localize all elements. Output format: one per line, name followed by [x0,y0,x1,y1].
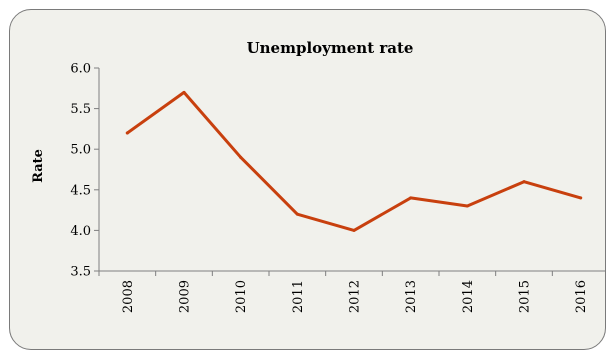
data-point-2010 [239,155,243,159]
x-tick-label: 2014 [461,280,476,313]
data-point-2012 [352,228,356,232]
x-tick-label: 2013 [404,280,419,313]
x-tick-label: 2009 [178,280,193,313]
data-point-2016 [579,196,583,200]
x-tick-label: 2011 [291,280,306,313]
x-tick-label: 2015 [518,280,533,313]
y-tick-label: 5.5 [70,102,91,117]
x-tick-label: 2012 [348,280,363,313]
x-tick-label: 2008 [121,280,136,313]
data-point-2014 [465,204,469,208]
y-axis-ticks: 3.5 4.0 4.5 5.0 5.5 6.0 [70,62,99,280]
x-tick-label: 2010 [234,280,249,313]
data-point-2011 [295,212,299,216]
y-tick-label: 4.5 [70,183,91,198]
chart-frame [9,9,606,350]
x-axis-ticks: 2008 2009 2010 2011 2012 2013 2014 2015 2016 [98,271,589,313]
series-group [125,90,583,232]
y-axis-label: Rate [31,149,46,183]
data-point-2013 [409,196,413,200]
y-tick-label: 6.0 [70,62,91,77]
data-point-2008 [125,131,129,135]
y-tick-label: 5.0 [70,143,91,158]
chart-title: Unemployment rate [247,39,414,57]
y-tick-label: 4.0 [70,224,91,239]
series-line [125,90,583,232]
x-tick-label: 2016 [574,280,589,313]
data-point-2015 [522,180,526,184]
y-tick-label: 3.5 [70,265,91,280]
data-point-2009 [182,90,186,94]
